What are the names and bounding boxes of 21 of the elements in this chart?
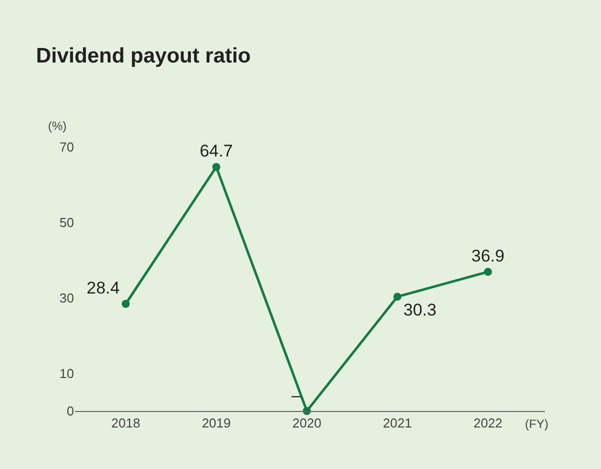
data-label: 64.7 [200, 142, 233, 161]
y-tick-label: 0 [66, 404, 74, 419]
x-tick-label: 2019 [202, 416, 231, 431]
x-axis-title: (FY) [525, 417, 548, 431]
y-tick-label: 10 [60, 366, 74, 381]
data-label: 30.3 [403, 300, 436, 320]
y-axis-title: (%) [48, 119, 67, 133]
y-tick-label: 70 [60, 140, 74, 155]
data-label: 36.9 [471, 246, 504, 266]
data-label: 28.4 [86, 278, 120, 298]
point [393, 292, 402, 301]
chart-title: Dividend payout ratio [36, 44, 251, 68]
x-tick-label: 2022 [473, 416, 502, 431]
point [122, 300, 130, 308]
x-tick-label: 2018 [111, 416, 140, 431]
x-tick-label: 2020 [292, 416, 322, 431]
x-tick-label: 2021 [382, 416, 412, 431]
y-tick-label: 50 [60, 214, 74, 230]
y-tick-label: 30 [60, 290, 74, 306]
point [212, 162, 220, 171]
point [484, 268, 492, 276]
